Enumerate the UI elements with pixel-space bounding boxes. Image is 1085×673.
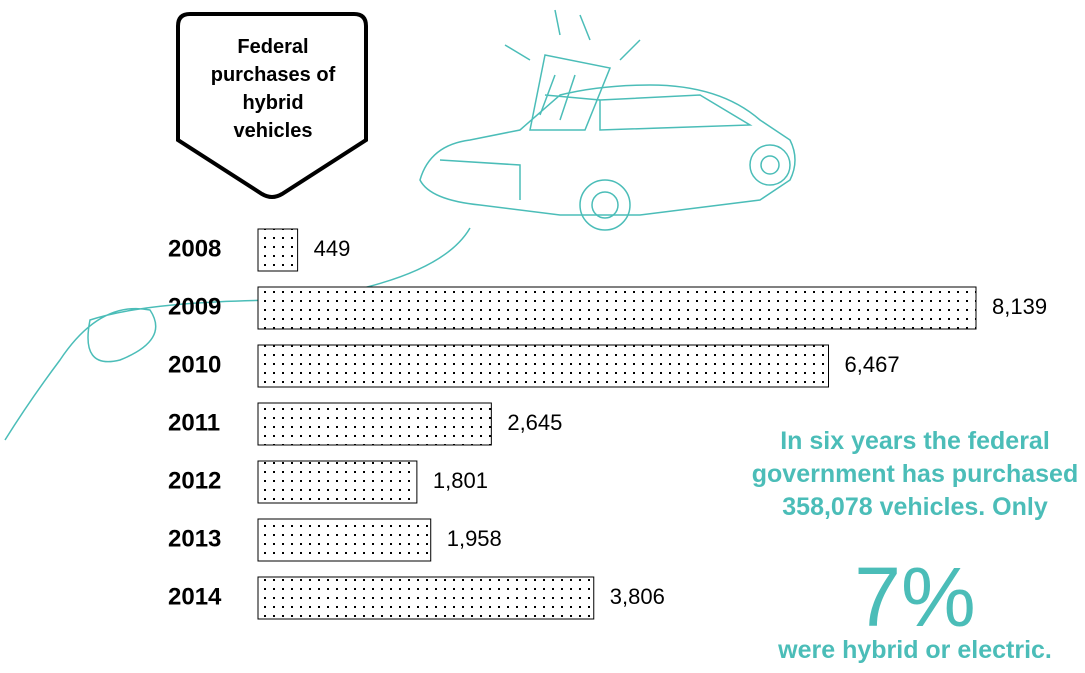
value-label: 3,806 [610,584,665,609]
y-tick-label: 2014 [168,583,222,610]
y-tick-label: 2013 [168,525,221,552]
y-tick-label: 2010 [168,351,221,378]
annotation-highlight: 7% [854,550,976,644]
bar [257,518,432,562]
value-label: 6,467 [845,352,900,377]
bar [257,344,830,388]
bar [257,402,492,446]
value-label: 1,958 [447,526,502,551]
value-label: 1,801 [433,468,488,493]
y-tick-label: 2008 [168,235,221,262]
y-tick-label: 2009 [168,293,221,320]
title-shield [176,12,368,199]
y-tick-label: 2012 [168,467,221,494]
bar [257,228,299,272]
annotation: In six years the federal government has … [751,427,1079,521]
value-label: 449 [314,236,351,261]
annotation-end: were hybrid or electric. [778,636,1052,664]
bar [257,576,595,620]
bar [257,286,977,330]
y-tick-label: 2011 [168,409,220,436]
value-label: 2,645 [507,410,562,435]
bar [257,460,418,504]
value-label: 8,139 [992,294,1047,319]
chart-title: Federal purchases of hybrid vehicles [210,36,336,142]
